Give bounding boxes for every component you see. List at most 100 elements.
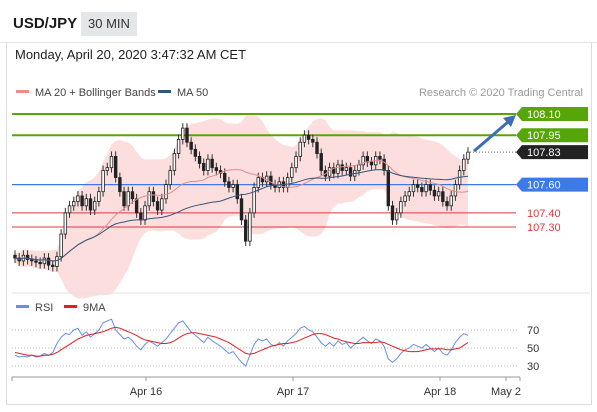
credit-text: Research © 2020 Trading Central <box>419 87 583 99</box>
candle-body <box>332 167 336 174</box>
chart-datetime: Monday, April 20, 2020 3:47:32 AM CET <box>15 47 247 62</box>
rsi-line <box>14 318 469 367</box>
candle-body <box>72 201 76 207</box>
level-label-4: 107.40 <box>527 208 561 220</box>
candle-body <box>181 127 185 140</box>
level-tag-2 <box>516 145 588 160</box>
candle-body <box>399 201 403 214</box>
candle-body <box>424 184 428 193</box>
candle-body <box>214 167 219 171</box>
ma50-line <box>14 169 469 262</box>
projection-arrow-shaft <box>473 120 509 153</box>
level-label-3: 107.60 <box>527 180 561 192</box>
candle-body <box>298 141 302 157</box>
candle-body <box>101 170 105 193</box>
candle-body <box>290 167 294 178</box>
candle-body <box>420 187 424 193</box>
candle-body <box>340 164 344 171</box>
level-label-5: 107.30 <box>527 222 561 234</box>
candle-body <box>432 189 437 197</box>
candle-body <box>361 155 365 166</box>
candles <box>13 123 470 272</box>
level-label-2: 107.83 <box>527 147 561 159</box>
rsi-panel: 70 50 30 <box>12 318 539 373</box>
level-tag-0 <box>516 107 588 121</box>
rsi-tick-1: 50 <box>527 343 539 355</box>
candle-body <box>130 191 135 200</box>
candle-body <box>294 155 298 169</box>
candle-body <box>336 164 340 174</box>
candle-body <box>348 167 353 177</box>
rsi-tick-2: 30 <box>527 361 539 373</box>
candle-body <box>441 191 445 202</box>
candle-body <box>269 175 273 186</box>
candle-body <box>185 127 189 143</box>
candle-body <box>386 170 391 207</box>
candle-body <box>113 155 118 178</box>
candle-body <box>202 163 206 171</box>
candle-body <box>147 191 151 207</box>
candle-body <box>118 177 122 193</box>
candle-body <box>453 184 458 197</box>
candle-body <box>231 184 235 188</box>
candle-body <box>256 177 260 188</box>
candle-body <box>193 148 198 157</box>
candle-body <box>407 191 411 197</box>
candle-body <box>411 184 416 193</box>
candle-body <box>382 158 386 171</box>
level-tag-3 <box>516 177 588 192</box>
candle-body <box>80 195 84 207</box>
candle-body <box>311 139 315 143</box>
candle-body <box>55 256 59 267</box>
candle-body <box>227 181 231 188</box>
x-tick-label-0: Apr 16 <box>130 386 162 398</box>
candle-body <box>428 184 432 191</box>
projection-arrow <box>473 115 516 153</box>
candle-body <box>462 158 466 171</box>
x-tick-label-2: Apr 18 <box>424 386 456 398</box>
candle-body <box>378 155 382 160</box>
candle-body <box>466 151 470 160</box>
rsi-ma-line <box>14 326 469 357</box>
candle-body <box>34 260 38 263</box>
timeframe-button[interactable]: 30 MIN <box>81 12 137 36</box>
level-label-1: 107.95 <box>527 130 561 142</box>
candle-body <box>189 141 193 150</box>
projection-arrow-head <box>503 115 516 127</box>
candle-body <box>126 191 130 207</box>
candle-body <box>369 161 374 166</box>
chart-frame <box>6 42 592 405</box>
legend-label-9ma: 9MA <box>83 302 106 314</box>
candle-body <box>67 205 72 214</box>
candle-body <box>51 264 55 267</box>
header-bar: USD/JPY 30 MIN <box>0 0 597 43</box>
candle-body <box>206 158 210 171</box>
candle-body <box>239 198 244 221</box>
candle-body <box>155 201 160 211</box>
candle-body <box>235 184 240 200</box>
candle-body <box>164 184 168 200</box>
candle-body <box>394 212 399 221</box>
candle-body <box>327 167 332 177</box>
candle-body <box>436 191 441 197</box>
candle-body <box>97 191 101 202</box>
candle-body <box>315 141 319 154</box>
candle-body <box>63 212 68 235</box>
x-tick-label-3: May 2 <box>491 386 521 398</box>
candle-body <box>109 155 114 169</box>
candle-body <box>160 198 164 211</box>
candle-body <box>344 167 349 171</box>
candle-body <box>445 201 449 207</box>
candle-body <box>390 205 395 221</box>
candle-body <box>243 219 248 242</box>
candle-body <box>357 164 361 171</box>
level-label-0: 108.10 <box>527 109 561 121</box>
candle-body <box>176 139 181 154</box>
candle-body <box>210 158 214 169</box>
candle-body <box>134 198 139 214</box>
level-tag-1 <box>516 128 588 143</box>
legend-swatch-rsi <box>16 305 29 308</box>
candle-body <box>449 195 453 207</box>
candle-body <box>139 212 143 221</box>
